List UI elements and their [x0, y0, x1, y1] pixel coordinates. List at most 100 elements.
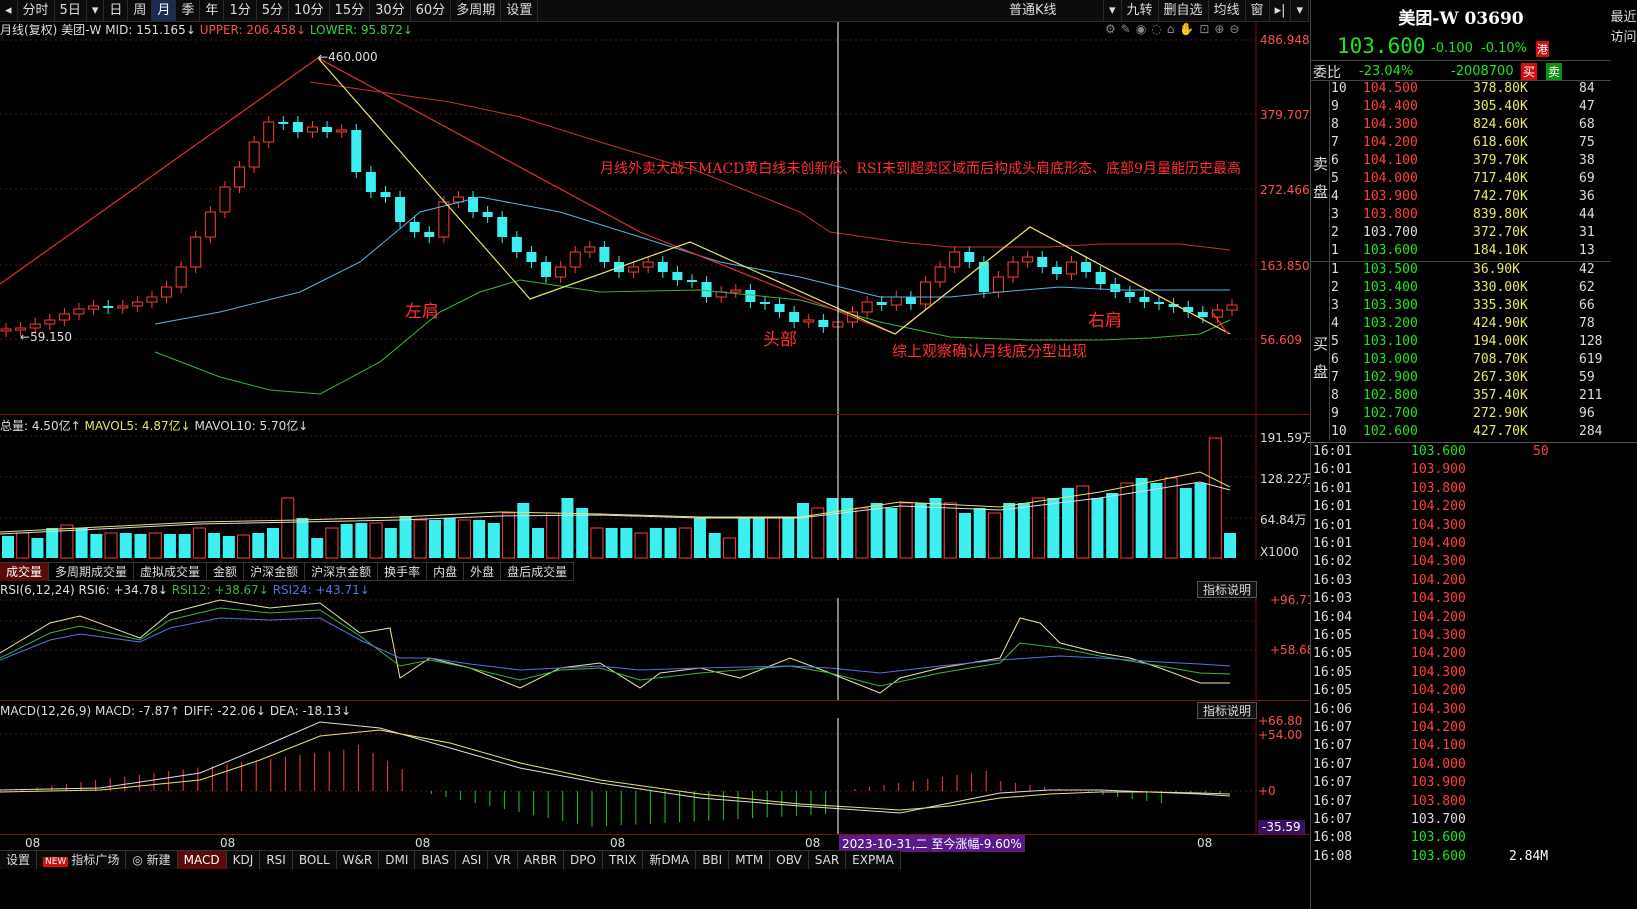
conclusion-annotation: 综上观察确认月线底分型出现 [892, 342, 1088, 360]
indicator-tab[interactable]: 新DMA [643, 851, 697, 869]
ask-row[interactable]: 1 103.600 184.10K 13 [1311, 243, 1637, 261]
volume-tab[interactable]: 虚拟成交量 [134, 563, 208, 581]
bid-row[interactable]: 3 103.300 335.30K 66 [1311, 298, 1637, 316]
volume-bar [899, 502, 913, 559]
bid-row[interactable]: 10 102.600 427.70K 284 [1311, 424, 1637, 442]
buy-button[interactable]: 买 [1521, 63, 1538, 80]
indicator-tab[interactable]: W&R [337, 851, 380, 869]
recent-visits-sidebar[interactable]: 最近访问 [1609, 0, 1637, 909]
indicator-square-tab[interactable]: NEW 指标广场 [37, 851, 127, 869]
settings-tab[interactable]: 设置 [501, 0, 539, 21]
bid-row[interactable]: 6 103.000 708.70K 619 [1311, 352, 1637, 370]
indicator-tab[interactable]: SAR [809, 851, 847, 869]
indicator-tab[interactable]: ASI [456, 851, 489, 869]
indicator-tab[interactable]: EXPMA [846, 851, 901, 869]
period-tab[interactable]: 多周期 [451, 0, 502, 21]
candle [905, 291, 916, 310]
rsi-help-button[interactable]: 指标说明 [1197, 581, 1258, 598]
candle [1168, 298, 1179, 313]
indicator-tab[interactable]: DMI [379, 851, 416, 869]
indicator-tab[interactable]: BBI [696, 851, 730, 869]
sell-button[interactable]: 卖 [1546, 63, 1563, 80]
bid-row[interactable]: 1 103.500 36.90K 42 [1311, 262, 1637, 280]
bid-row[interactable]: 9 102.700 272.90K 96 [1311, 406, 1637, 424]
period-tab[interactable]: 季 [176, 0, 201, 21]
bid-row[interactable]: 4 103.200 424.90K 78 [1311, 316, 1637, 334]
bid-row[interactable]: 8 102.800 357.40K 211 [1311, 388, 1637, 406]
candle [759, 296, 770, 310]
indicator-tab[interactable]: ARBR [518, 851, 565, 869]
indicator-tab[interactable]: VR [488, 851, 518, 869]
indicator-tab[interactable]: DPO [564, 851, 603, 869]
period-tab[interactable]: 周 [128, 0, 153, 21]
ask-row[interactable]: 8 104.300 824.60K 68 [1311, 117, 1637, 135]
dropdown-icon[interactable]: ▾ [1291, 0, 1309, 21]
indicator-tab[interactable]: OBV [770, 851, 809, 869]
volume-tab[interactable]: 盘后成交量 [501, 563, 575, 581]
ask-row[interactable]: 9 104.400 305.40K 47 [1311, 99, 1637, 117]
price: 104.300 [1363, 117, 1418, 132]
volume-tab[interactable]: 金额 [207, 563, 245, 581]
tick-time: 16:02 [1313, 554, 1353, 570]
indicator-tab[interactable]: BOLL [293, 851, 337, 869]
bid-row[interactable]: 5 103.100 194.00K 128 [1311, 334, 1637, 352]
period-tab[interactable]: 10分 [289, 0, 330, 21]
indicator-tab[interactable]: BIAS [415, 851, 456, 869]
indicator-tab[interactable]: MTM [729, 851, 771, 869]
candle [380, 186, 391, 203]
bid-row[interactable]: 7 102.900 267.30K 59 [1311, 370, 1637, 388]
period-tab[interactable]: 60分 [411, 0, 452, 21]
order-count: 42 [1579, 262, 1595, 277]
macd-help-button[interactable]: 指标说明 [1197, 702, 1258, 719]
nav-back-icon[interactable]: ◂ [0, 0, 18, 21]
volume-tab[interactable]: 沪深金额 [244, 563, 306, 581]
arrow-right-icon[interactable]: ▸| [1270, 0, 1292, 21]
volume-bar [340, 524, 353, 558]
candlestick-chart[interactable] [0, 22, 1309, 432]
period-tab-active[interactable]: 月 [152, 0, 177, 21]
ma-button[interactable]: 均线 [1209, 0, 1246, 21]
tick-price: 104.300 [1411, 628, 1466, 643]
macd-legend: MACD(12,26,9) MACD: -7.87↑ DIFF: -22.06↓… [0, 703, 351, 719]
volume-tab[interactable]: 沪深京金额 [305, 563, 379, 581]
period-tab[interactable]: 分时 [18, 0, 55, 21]
indicator-tab-active[interactable]: MACD [177, 851, 227, 869]
window-button[interactable]: 窗 [1246, 0, 1270, 21]
volume: 305.40K [1473, 99, 1528, 114]
ask-row[interactable]: 7 104.200 618.60K 75 [1311, 135, 1637, 153]
ask-row[interactable]: 3 103.800 839.80K 44 [1311, 207, 1637, 225]
jiuzhuan-button[interactable]: 九转 [1122, 0, 1159, 21]
ask-row[interactable]: 4 103.900 742.70K 36 [1311, 189, 1637, 207]
indicator-tab[interactable]: TRIX [603, 851, 644, 869]
ask-row[interactable]: 10 104.500 378.80K 84 [1311, 81, 1637, 99]
volume-bar [1076, 485, 1090, 559]
kline-type-select[interactable]: 普通K线 [1004, 0, 1104, 21]
ask-row[interactable]: 5 104.000 717.40K 69 [1311, 171, 1637, 189]
dropdown-icon[interactable]: ▾ [87, 0, 105, 21]
indicator-tab[interactable]: RSI [260, 851, 293, 869]
candle [409, 216, 420, 238]
volume-tab[interactable]: 内盘 [427, 563, 465, 581]
volume-tab-active[interactable]: 成交量 [0, 563, 50, 581]
indicator-tab[interactable]: KDJ [227, 851, 261, 869]
period-tab[interactable]: 1分 [224, 0, 257, 21]
stock-title: 美团-W 03690 [1398, 9, 1524, 29]
settings-tab[interactable]: 设置 [0, 851, 38, 869]
chart-tools[interactable]: ⚙✎◉◌⌂✋⊡⊕⊖ [1105, 22, 1245, 36]
period-tab[interactable]: 30分 [370, 0, 411, 21]
period-tab[interactable]: 5分 [257, 0, 289, 21]
dropdown-icon[interactable]: ▾ [1104, 0, 1122, 21]
period-tab[interactable]: 15分 [330, 0, 371, 21]
new-indicator-tab[interactable]: ◎ 新建 [126, 851, 178, 869]
volume-tab[interactable]: 外盘 [464, 563, 502, 581]
ask-row[interactable]: 6 104.100 379.70K 38 [1311, 153, 1637, 171]
period-tab[interactable]: 日 [104, 0, 129, 21]
period-tab[interactable]: 年 [200, 0, 225, 21]
volume-tab[interactable]: 换手率 [378, 563, 428, 581]
ask-row[interactable]: 2 103.700 372.70K 31 [1311, 225, 1637, 243]
period-tab[interactable]: 5日 [55, 0, 87, 21]
volume-tab[interactable]: 多周期成交量 [49, 563, 135, 581]
remove-watchlist-button[interactable]: 删自选 [1159, 0, 1209, 21]
macd-axis-label: -35.59 [1258, 820, 1305, 834]
bid-row[interactable]: 2 103.400 330.00K 62 [1311, 280, 1637, 298]
